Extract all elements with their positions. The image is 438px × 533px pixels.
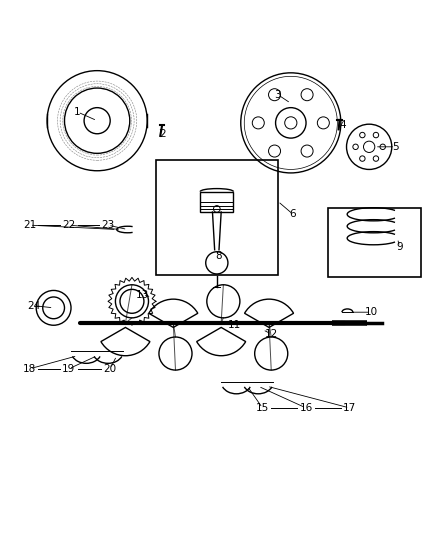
Text: 16: 16 [300, 403, 313, 413]
Bar [328, 208, 421, 277]
Text: 2: 2 [159, 129, 166, 139]
Text: 19: 19 [62, 364, 75, 374]
Text: 24: 24 [28, 301, 41, 311]
Text: 6: 6 [290, 209, 296, 219]
Text: 10: 10 [365, 307, 378, 317]
Text: 22: 22 [62, 220, 75, 230]
Text: 9: 9 [396, 242, 403, 252]
Text: 1: 1 [74, 107, 81, 117]
Text: 17: 17 [343, 403, 356, 413]
Text: 12: 12 [265, 329, 278, 339]
Text: 13: 13 [136, 290, 149, 300]
Text: 4: 4 [340, 120, 346, 130]
Bar [200, 192, 233, 212]
Bar [156, 160, 278, 275]
Text: 8: 8 [215, 251, 223, 261]
Text: 23: 23 [101, 220, 115, 230]
Text: 3: 3 [275, 90, 281, 100]
Text: 18: 18 [23, 364, 36, 374]
Text: 11: 11 [228, 320, 241, 330]
Text: 21: 21 [23, 220, 36, 230]
Text: 15: 15 [256, 403, 269, 413]
Text: 20: 20 [104, 364, 117, 374]
Text: 5: 5 [392, 142, 399, 152]
